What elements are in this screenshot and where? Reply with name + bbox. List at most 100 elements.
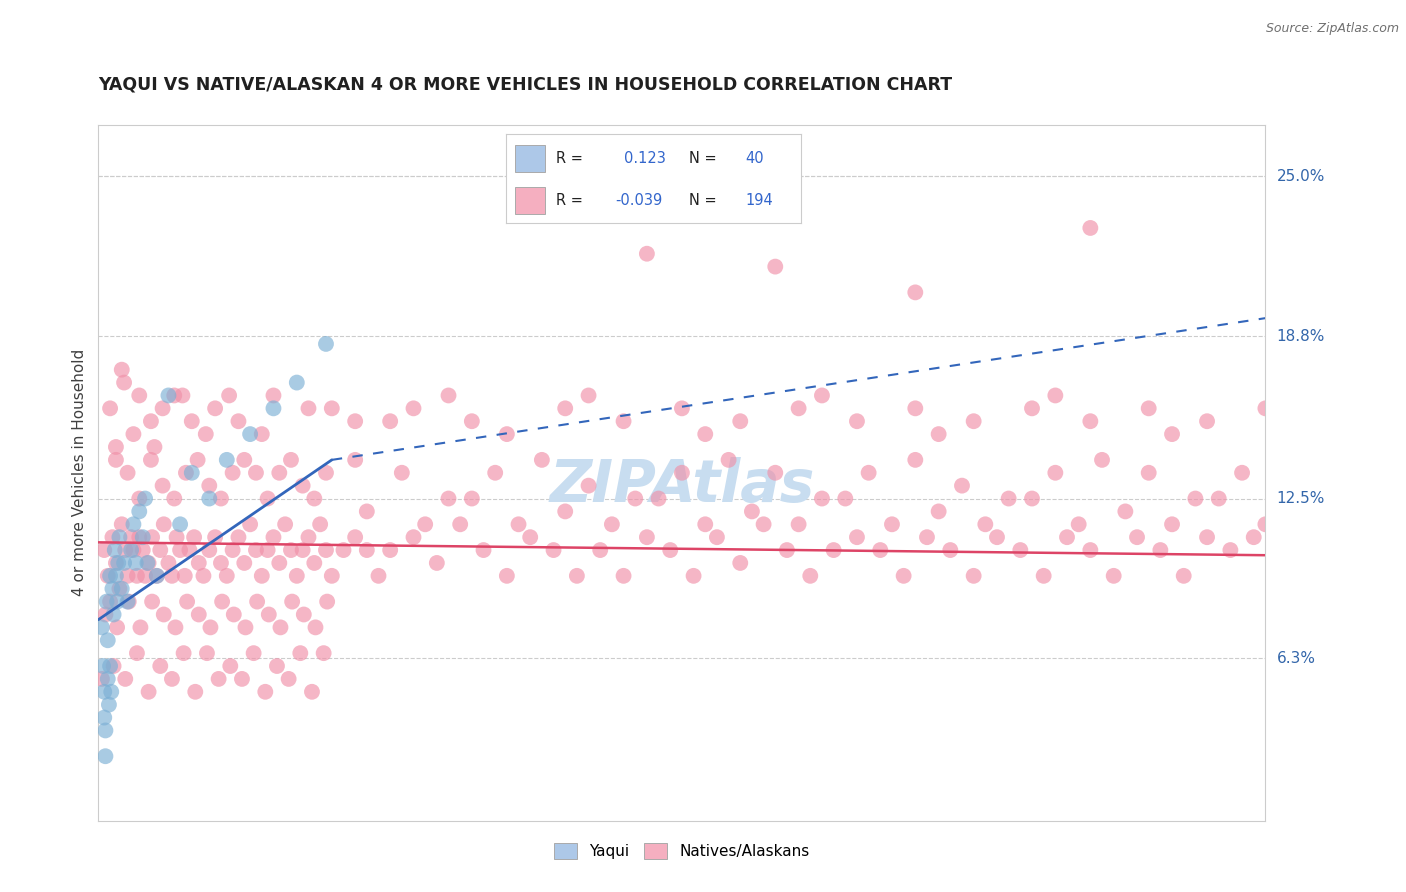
Point xyxy=(169,517,191,532)
Point xyxy=(1080,543,1102,558)
Point xyxy=(108,530,131,544)
Point xyxy=(228,530,250,544)
Point xyxy=(974,517,997,532)
Point xyxy=(928,504,950,518)
Point xyxy=(103,607,125,622)
Point xyxy=(233,556,256,570)
Point xyxy=(356,504,378,518)
Point xyxy=(312,646,335,660)
Point xyxy=(152,401,174,416)
Point xyxy=(543,543,565,558)
Point xyxy=(179,543,201,558)
Point xyxy=(180,466,202,480)
Point xyxy=(315,543,337,558)
Point xyxy=(915,530,938,544)
Point xyxy=(118,594,141,608)
FancyBboxPatch shape xyxy=(515,145,544,172)
Point xyxy=(1195,530,1218,544)
Point xyxy=(239,517,262,532)
Point xyxy=(169,543,191,558)
Point xyxy=(508,517,530,532)
Point xyxy=(254,685,277,699)
Point xyxy=(104,453,127,467)
Point xyxy=(94,749,117,764)
Point xyxy=(1230,466,1253,480)
Point xyxy=(215,569,238,583)
Text: N =: N = xyxy=(689,152,717,166)
Point xyxy=(245,543,267,558)
Point xyxy=(184,685,207,699)
Point xyxy=(218,388,240,402)
Text: R =: R = xyxy=(557,152,583,166)
Point xyxy=(1114,504,1136,518)
Text: -0.039: -0.039 xyxy=(616,194,662,208)
Point xyxy=(128,530,150,544)
Point xyxy=(880,517,903,532)
Point xyxy=(811,388,834,402)
Point xyxy=(269,620,291,634)
Point xyxy=(122,517,145,532)
Point xyxy=(321,569,343,583)
Point xyxy=(269,556,291,570)
Point xyxy=(125,556,148,570)
Point xyxy=(111,362,134,376)
Point xyxy=(101,582,124,596)
Point xyxy=(187,607,209,622)
Point xyxy=(146,569,169,583)
Point xyxy=(413,517,436,532)
Point xyxy=(344,530,367,544)
Point xyxy=(117,594,139,608)
Point xyxy=(1102,569,1125,583)
Point xyxy=(125,646,148,660)
Point xyxy=(117,569,139,583)
Point xyxy=(1091,453,1114,467)
Point xyxy=(1254,517,1277,532)
Point xyxy=(1195,414,1218,428)
Point xyxy=(112,556,135,570)
Point xyxy=(904,453,927,467)
Point xyxy=(834,491,856,506)
Point xyxy=(146,569,169,583)
Point xyxy=(160,672,183,686)
Point xyxy=(152,517,174,532)
Point xyxy=(103,659,125,673)
Point xyxy=(250,569,273,583)
Point xyxy=(266,659,288,673)
Point xyxy=(143,440,166,454)
Point xyxy=(257,607,280,622)
Point xyxy=(315,466,337,480)
Point xyxy=(1080,414,1102,428)
Point xyxy=(97,698,120,712)
Point xyxy=(235,620,257,634)
Point xyxy=(141,594,163,608)
Point xyxy=(128,504,150,518)
Point xyxy=(231,672,253,686)
Point xyxy=(378,414,402,428)
Point xyxy=(262,401,284,416)
Point xyxy=(242,646,264,660)
Point xyxy=(174,466,197,480)
Point xyxy=(1021,401,1043,416)
Point xyxy=(90,620,112,634)
Point xyxy=(173,646,195,660)
Point xyxy=(111,517,134,532)
Point xyxy=(215,453,238,467)
Point xyxy=(91,659,114,673)
Point xyxy=(845,530,868,544)
Text: N =: N = xyxy=(689,194,717,208)
Point xyxy=(101,530,124,544)
Point xyxy=(297,401,319,416)
Point xyxy=(112,376,135,390)
Point xyxy=(97,633,120,648)
Point xyxy=(233,453,256,467)
Point xyxy=(246,594,269,608)
Point xyxy=(204,401,226,416)
Point xyxy=(290,646,312,660)
Point xyxy=(104,543,127,558)
Point xyxy=(1021,491,1043,506)
Point xyxy=(132,530,155,544)
Point xyxy=(125,569,148,583)
Point xyxy=(297,530,319,544)
Point xyxy=(105,620,128,634)
Point xyxy=(763,260,786,274)
